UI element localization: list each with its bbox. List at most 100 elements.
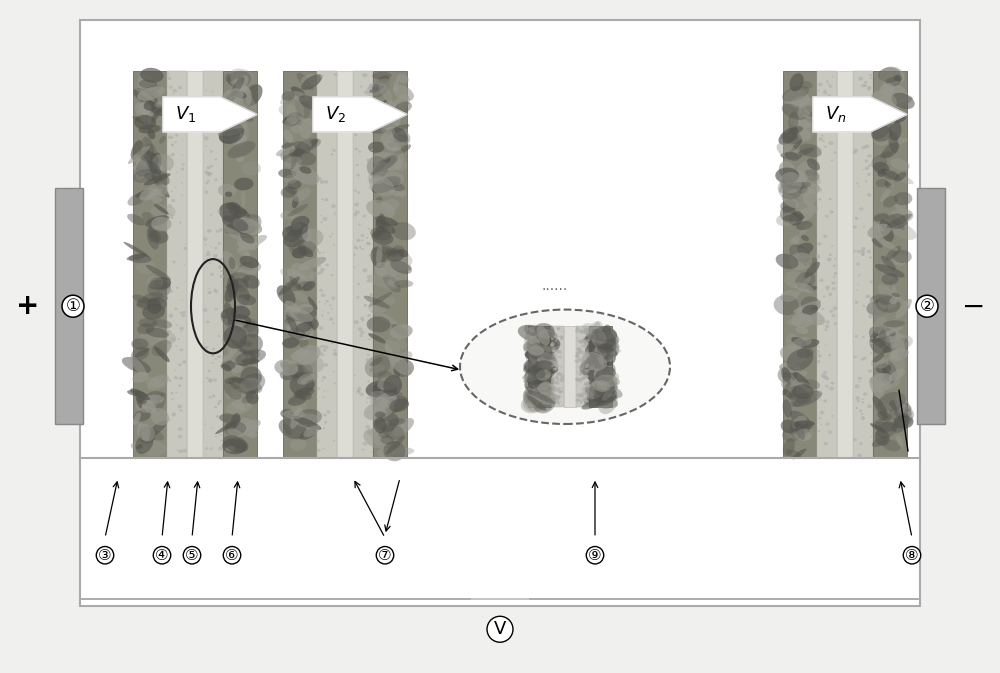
Ellipse shape	[211, 172, 213, 174]
Ellipse shape	[139, 102, 151, 114]
Ellipse shape	[152, 188, 169, 197]
Ellipse shape	[354, 133, 358, 136]
Ellipse shape	[214, 158, 217, 160]
Ellipse shape	[533, 392, 556, 413]
Ellipse shape	[868, 314, 873, 318]
Ellipse shape	[229, 69, 254, 85]
Ellipse shape	[823, 121, 828, 125]
Ellipse shape	[857, 275, 859, 277]
Ellipse shape	[873, 381, 892, 393]
Ellipse shape	[536, 353, 553, 365]
Ellipse shape	[552, 350, 555, 351]
Ellipse shape	[394, 144, 411, 155]
Ellipse shape	[221, 345, 240, 364]
Ellipse shape	[878, 67, 901, 83]
Ellipse shape	[583, 384, 586, 386]
Ellipse shape	[594, 350, 622, 361]
Ellipse shape	[582, 398, 586, 400]
Ellipse shape	[560, 366, 562, 367]
Ellipse shape	[151, 340, 172, 356]
Ellipse shape	[527, 390, 555, 404]
Ellipse shape	[870, 334, 883, 343]
Ellipse shape	[205, 191, 208, 194]
Ellipse shape	[870, 423, 886, 433]
Ellipse shape	[599, 385, 615, 394]
Ellipse shape	[333, 439, 335, 441]
Ellipse shape	[291, 216, 309, 229]
Ellipse shape	[208, 287, 210, 289]
Ellipse shape	[580, 355, 609, 376]
Ellipse shape	[861, 398, 864, 400]
Ellipse shape	[179, 349, 183, 351]
Ellipse shape	[232, 90, 247, 98]
Ellipse shape	[560, 379, 564, 382]
Ellipse shape	[869, 256, 872, 258]
Bar	[203, 71, 223, 458]
Ellipse shape	[147, 277, 163, 288]
Ellipse shape	[218, 265, 222, 269]
Ellipse shape	[233, 209, 247, 218]
Ellipse shape	[384, 135, 405, 151]
Ellipse shape	[229, 282, 250, 301]
Ellipse shape	[533, 386, 555, 397]
Ellipse shape	[284, 156, 302, 168]
Ellipse shape	[230, 77, 245, 97]
Ellipse shape	[531, 347, 545, 358]
Ellipse shape	[237, 262, 261, 278]
Ellipse shape	[216, 112, 241, 132]
Ellipse shape	[175, 120, 178, 123]
Ellipse shape	[375, 412, 399, 432]
Ellipse shape	[183, 311, 186, 314]
Ellipse shape	[133, 412, 141, 425]
Ellipse shape	[181, 330, 182, 332]
Ellipse shape	[205, 182, 208, 184]
Ellipse shape	[893, 197, 905, 211]
Ellipse shape	[287, 363, 304, 378]
Ellipse shape	[303, 281, 315, 291]
Ellipse shape	[855, 406, 858, 409]
Ellipse shape	[602, 324, 611, 339]
Ellipse shape	[878, 392, 906, 412]
Bar	[187, 71, 203, 458]
Ellipse shape	[778, 178, 802, 200]
Ellipse shape	[894, 192, 912, 205]
Ellipse shape	[139, 188, 156, 201]
Ellipse shape	[393, 367, 400, 378]
Ellipse shape	[371, 149, 373, 151]
Ellipse shape	[393, 245, 404, 254]
Ellipse shape	[874, 108, 891, 119]
Ellipse shape	[582, 377, 585, 380]
Ellipse shape	[528, 353, 552, 365]
Ellipse shape	[876, 179, 888, 187]
Ellipse shape	[396, 131, 410, 145]
Ellipse shape	[216, 118, 247, 137]
Ellipse shape	[325, 198, 328, 201]
Ellipse shape	[130, 356, 146, 376]
Ellipse shape	[384, 339, 400, 357]
Ellipse shape	[178, 363, 182, 366]
Ellipse shape	[319, 271, 323, 274]
Ellipse shape	[775, 168, 799, 184]
Ellipse shape	[785, 431, 799, 437]
Ellipse shape	[240, 256, 259, 268]
Ellipse shape	[587, 380, 607, 399]
Ellipse shape	[554, 350, 557, 352]
Ellipse shape	[586, 392, 606, 402]
Ellipse shape	[780, 153, 801, 160]
Ellipse shape	[782, 104, 807, 120]
Ellipse shape	[558, 390, 563, 394]
Ellipse shape	[577, 380, 579, 382]
Ellipse shape	[579, 393, 581, 394]
Ellipse shape	[386, 250, 404, 261]
Ellipse shape	[141, 424, 150, 441]
Ellipse shape	[559, 335, 563, 339]
Ellipse shape	[278, 169, 296, 178]
Ellipse shape	[801, 339, 819, 349]
Ellipse shape	[324, 304, 326, 305]
Ellipse shape	[878, 327, 900, 342]
Ellipse shape	[789, 73, 804, 92]
Ellipse shape	[798, 281, 812, 289]
Ellipse shape	[226, 202, 241, 211]
Ellipse shape	[540, 359, 555, 367]
Ellipse shape	[797, 242, 813, 254]
